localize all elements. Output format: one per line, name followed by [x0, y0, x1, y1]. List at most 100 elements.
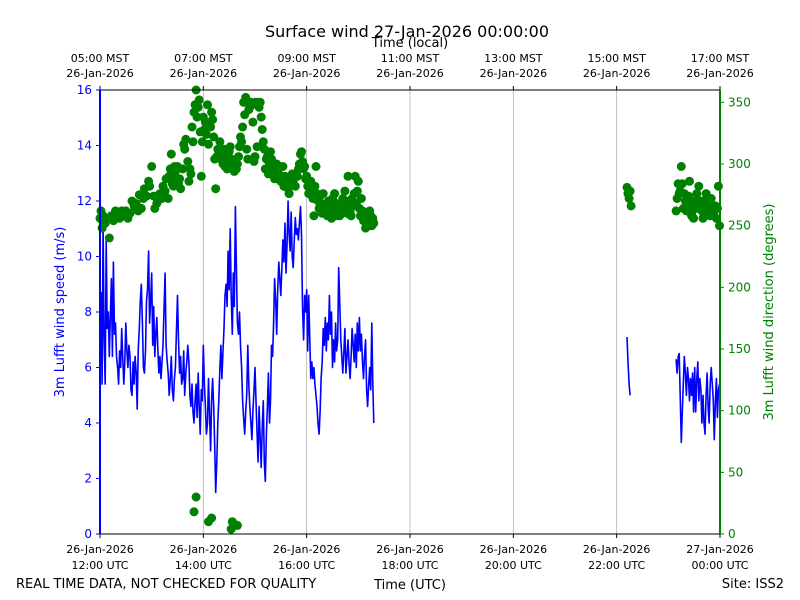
direction-point: [692, 189, 702, 199]
direction-point: [209, 132, 219, 142]
left-tick-label: 4: [84, 416, 92, 430]
right-axis-label: 3m Lufft wind direction (degrees): [762, 204, 777, 421]
direction-point: [207, 513, 217, 523]
direction-point: [356, 194, 366, 203]
top-tick-label-time: 07:00 MST: [174, 52, 233, 65]
right-tick-label: 350: [728, 95, 751, 109]
direction-point: [187, 122, 197, 132]
direction-point: [677, 179, 687, 189]
x-tick-label-date: 26-Jan-2026: [170, 543, 238, 556]
top-tick-label-time: 17:00 MST: [691, 52, 750, 65]
right-tick-label: 0: [728, 527, 736, 541]
quality-disclaimer: REAL TIME DATA, NOT CHECKED FOR QUALITY: [16, 577, 316, 592]
x-tick-label-date: 26-Jan-2026: [480, 543, 548, 556]
x-tick-label-date: 26-Jan-2026: [583, 543, 651, 556]
direction-point: [186, 169, 196, 179]
direction-point: [284, 189, 294, 199]
direction-point: [624, 194, 634, 203]
direction-point: [625, 186, 635, 196]
direction-point: [163, 194, 173, 203]
direction-point: [671, 206, 681, 216]
direction-point: [706, 194, 716, 203]
direction-point: [340, 186, 350, 196]
right-tick-label: 250: [728, 219, 751, 233]
direction-series: [95, 85, 724, 534]
direction-point: [232, 520, 242, 530]
direction-point: [234, 152, 243, 162]
direction-point: [183, 157, 193, 166]
x-tick-label-time: 12:00 UTC: [71, 559, 128, 572]
direction-point: [178, 164, 188, 174]
top-tick-label-date: 26-Jan-2026: [376, 67, 444, 80]
top-tick-label-time: 13:00 MST: [484, 52, 543, 65]
direction-point: [215, 137, 225, 147]
direction-point: [255, 97, 265, 107]
direction-point: [252, 142, 262, 152]
chart-title: Surface wind 27-Jan-2026 00:00:00: [265, 22, 549, 41]
left-axis-label: 3m Lufft wind speed (m/s): [53, 227, 68, 398]
top-tick-label-date: 26-Jan-2026: [170, 67, 238, 80]
direction-point: [225, 142, 235, 152]
direction-point: [300, 162, 310, 171]
speed-line-segment: [626, 336, 631, 396]
direction-point: [369, 218, 379, 228]
direction-point: [266, 147, 275, 157]
direction-point: [352, 186, 362, 196]
direction-point: [142, 191, 151, 201]
ticks-layer: 26-Jan-2026 12:00 UTC 26-Jan-2026 14:00 UTC…: [66, 52, 754, 572]
direction-point: [193, 102, 203, 112]
direction-point: [309, 211, 319, 221]
speed-series: [99, 200, 721, 494]
x-tick-label-time: 20:00 UTC: [485, 559, 542, 572]
direction-point: [204, 139, 213, 149]
direction-point: [125, 208, 135, 218]
direction-point: [201, 129, 211, 139]
direction-point: [353, 176, 363, 186]
right-tick-label: 100: [728, 404, 751, 418]
direction-point: [346, 211, 356, 221]
direction-point: [711, 213, 721, 223]
top-tick-label-time: 05:00 MST: [71, 52, 130, 65]
top-tick-label-time: 09:00 MST: [277, 52, 336, 65]
direction-point: [188, 137, 198, 147]
direction-point: [689, 213, 699, 223]
direction-point: [180, 144, 190, 154]
speed-line-segment: [99, 200, 375, 494]
x-tick-label-date: 26-Jan-2026: [376, 543, 444, 556]
direction-point: [207, 107, 217, 117]
direction-point: [208, 115, 218, 125]
direction-point: [184, 176, 194, 186]
direction-point: [311, 162, 321, 171]
direction-point: [694, 181, 704, 191]
top-tick-label-time: 15:00 MST: [587, 52, 646, 65]
left-tick-label: 8: [84, 305, 92, 319]
direction-point: [147, 162, 157, 171]
direction-point: [211, 184, 221, 194]
direction-point: [237, 137, 247, 147]
top-tick-label-date: 26-Jan-2026: [273, 67, 341, 80]
direction-point: [191, 492, 201, 502]
left-tick-label: 6: [84, 361, 92, 375]
direction-point: [297, 147, 306, 157]
direction-point: [196, 171, 206, 181]
left-tick-label: 0: [84, 527, 92, 541]
left-tick-label: 2: [84, 472, 92, 486]
bottom-axis-label: Time (UTC): [373, 578, 446, 593]
direction-point: [258, 137, 268, 147]
right-tick-label: 50: [728, 465, 743, 479]
top-tick-label-date: 26-Jan-2026: [583, 67, 651, 80]
x-tick-label-date: 27-Jan-2026: [686, 543, 754, 556]
right-tick-label: 200: [728, 280, 751, 294]
direction-point: [685, 176, 694, 186]
direction-point: [292, 171, 302, 181]
direction-point: [626, 201, 636, 211]
direction-point: [290, 181, 300, 191]
direction-point: [164, 171, 174, 181]
direction-point: [257, 125, 267, 134]
direction-point: [318, 189, 328, 199]
direction-point: [189, 507, 199, 517]
direction-point: [104, 233, 114, 243]
right-tick-label: 300: [728, 157, 751, 171]
direction-point: [343, 171, 353, 181]
